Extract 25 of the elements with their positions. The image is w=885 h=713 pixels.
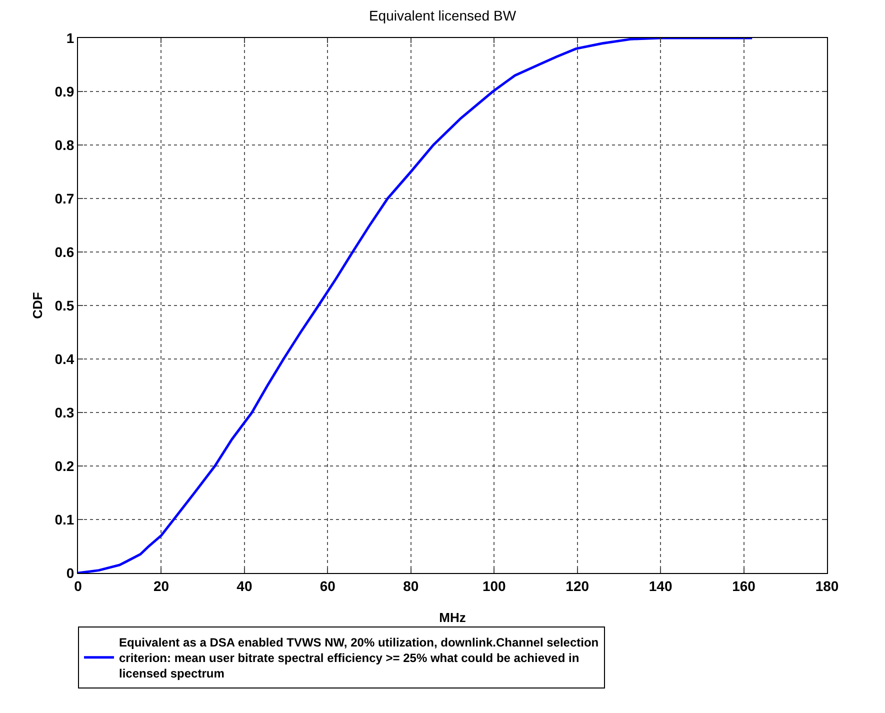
y-tick-label: 0.2: [54, 458, 74, 474]
y-axis-title: CDF: [30, 292, 45, 319]
x-tick-label: 160: [732, 578, 756, 594]
y-tick-label: 0: [66, 564, 74, 581]
legend-label: Equivalent as a DSA enabled TVWS NW, 20% utilization, downlink.Channel selection criterion: mean user bitrate spectral efficiency >= 25% what could be achieved in licensed spectrum: [119, 635, 599, 681]
y-tick-label: 0.6: [54, 244, 74, 260]
line-series: [78, 38, 754, 573]
y-tick-label: 0.3: [54, 404, 74, 420]
x-tick-label: 80: [403, 578, 419, 594]
y-tick-label: 0.9: [54, 83, 74, 100]
y-tick-label: 0.7: [54, 190, 74, 206]
y-tick-label: 0.5: [54, 297, 74, 314]
y-tick-label: 0.1: [54, 511, 74, 528]
y-tick-label: 0.4: [54, 350, 74, 367]
y-tick-label: 0.8: [54, 136, 74, 153]
x-tick-label: 20: [153, 578, 170, 594]
x-tick-label: 60: [320, 578, 336, 594]
x-tick-label: 40: [236, 578, 252, 594]
y-tick-label: 1: [66, 30, 74, 46]
chart-title: Equivalent licensed BW: [368, 7, 517, 24]
x-axis-title: MHz: [439, 610, 466, 625]
x-tick-label: 180: [815, 578, 839, 594]
x-tick-label: 140: [648, 578, 672, 594]
x-tick-label: 120: [566, 578, 590, 594]
x-tick-label: 100: [482, 578, 506, 594]
